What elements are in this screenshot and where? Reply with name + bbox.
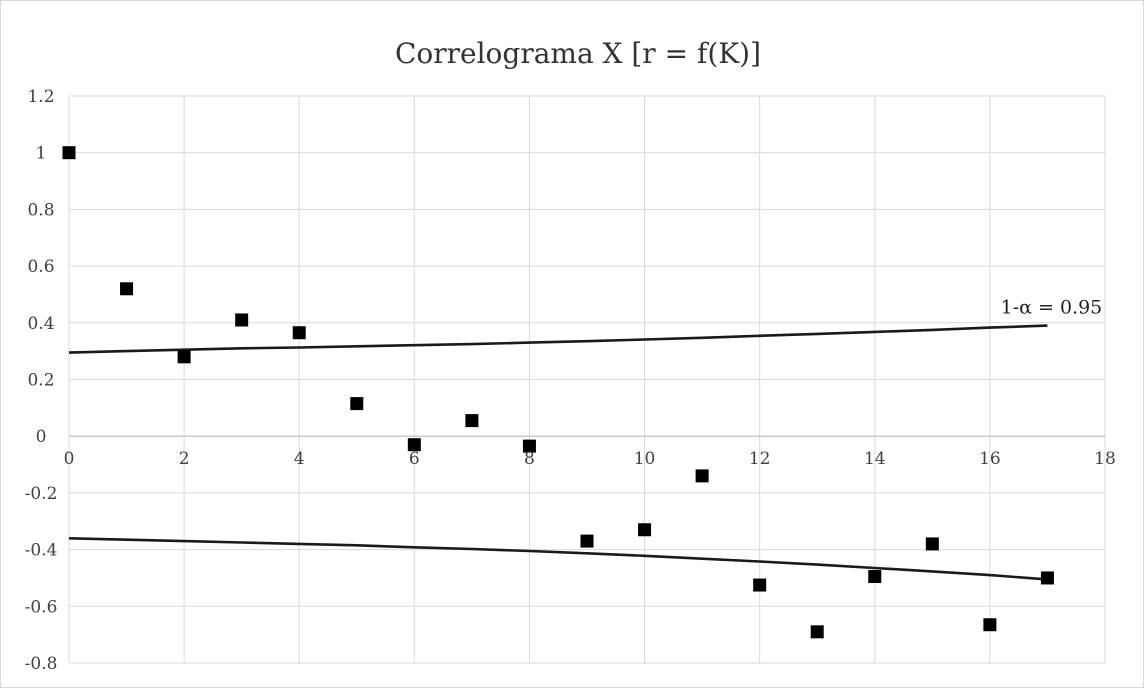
confidence-lines [68, 324, 1048, 581]
chart-title: Correlograma X [r = f(K)] [395, 37, 761, 70]
x-tick-label: 12 [749, 449, 771, 469]
data-point [407, 438, 421, 452]
upper-confidence-line [68, 324, 1048, 354]
y-tick-label: 0.4 [27, 314, 54, 334]
data-points [62, 146, 1054, 639]
data-point [177, 350, 191, 364]
lower-confidence-line [68, 537, 1048, 581]
x-tick-label: 16 [979, 449, 1001, 469]
data-point [235, 313, 249, 327]
confidence-annotation: 1-α = 0.95 [1001, 297, 1103, 319]
x-tick-label: 6 [409, 449, 420, 469]
data-point [62, 146, 76, 160]
data-point [983, 618, 997, 632]
y-tick-label: -0.4 [25, 541, 58, 561]
y-tick-label: 1 [36, 144, 47, 164]
data-point [465, 414, 479, 428]
y-tick-label: 0.2 [27, 371, 54, 391]
y-tick-label: 0.6 [27, 257, 54, 277]
tick-labels: -0.8 -0.6 -0.4 -0.2 0 0.2 0.4 0.6 0.8 1 1.2 0 2 4 6 8 10… [25, 87, 1116, 674]
data-point [120, 282, 134, 296]
y-tick-label: -0.2 [25, 484, 58, 504]
data-point [810, 625, 824, 639]
data-point [695, 469, 709, 483]
data-point [753, 578, 767, 592]
data-point [580, 534, 594, 548]
x-tick-label: 8 [524, 449, 535, 469]
data-point [925, 537, 939, 551]
x-tick-label: 4 [294, 449, 305, 469]
data-point [522, 439, 536, 453]
x-tick-label: 14 [864, 449, 886, 469]
x-tick-label: 2 [179, 449, 190, 469]
gridlines [68, 95, 1106, 664]
data-point [868, 570, 882, 584]
y-tick-label: -0.6 [25, 597, 58, 617]
data-point [1040, 571, 1054, 585]
data-point [292, 326, 306, 340]
data-point [638, 523, 652, 537]
y-tick-label: 1.2 [27, 87, 54, 107]
x-tick-label: 18 [1094, 449, 1116, 469]
x-tick-label: 10 [634, 449, 656, 469]
x-tick-label: 0 [64, 449, 75, 469]
data-point [350, 397, 364, 411]
y-tick-label: 0.8 [27, 200, 54, 220]
y-tick-label: -0.8 [25, 654, 58, 674]
y-tick-label: 0 [36, 427, 47, 447]
